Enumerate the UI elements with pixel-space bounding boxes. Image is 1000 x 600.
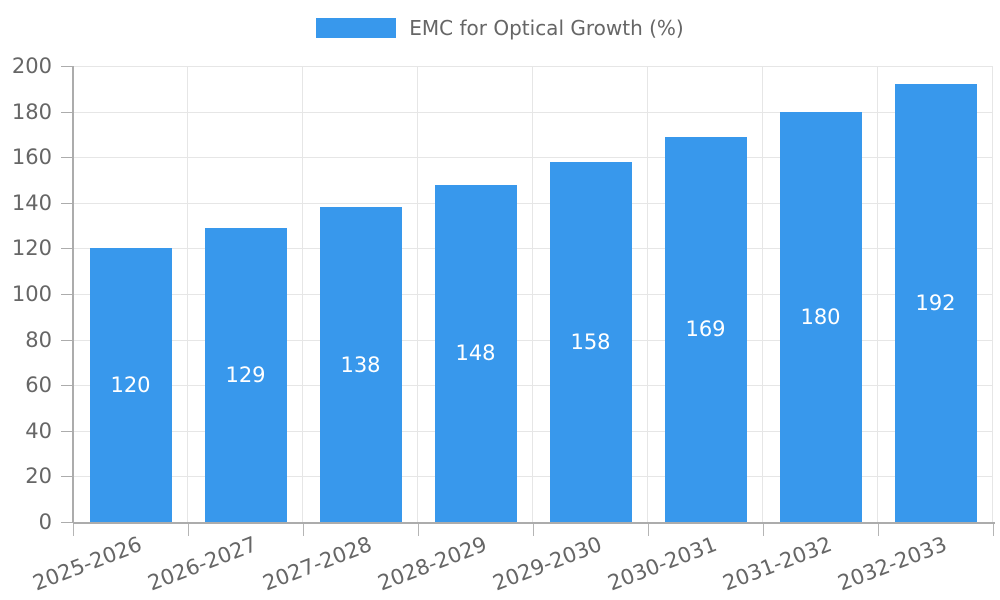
y-axis-label: 120: [11, 236, 52, 261]
gridline-vertical: [302, 66, 303, 522]
bar-value-label: 120: [110, 373, 151, 398]
y-axis-tick: [61, 66, 73, 67]
x-axis-tick: [878, 524, 879, 536]
y-axis-label: 40: [25, 418, 52, 443]
bar: 169: [664, 136, 747, 522]
y-axis-tick: [61, 339, 73, 341]
plot-area: 120 129 138 148 158 169 180 192: [73, 66, 993, 522]
bar: 158: [549, 161, 632, 522]
bar-value-label: 138: [340, 352, 381, 377]
y-axis-label: 20: [25, 464, 52, 489]
y-axis-tick: [61, 385, 73, 387]
x-axis-tick: [993, 524, 994, 536]
gridline-horizontal: [73, 339, 993, 341]
gridline-horizontal: [73, 157, 993, 159]
y-axis-label: 0: [38, 510, 52, 534]
y-axis-label: 140: [11, 190, 52, 215]
bar-value-label: 129: [225, 362, 266, 387]
gridline-horizontal: [73, 476, 993, 478]
gridline-horizontal: [73, 66, 993, 67]
x-axis-label: 2026-2027: [144, 532, 261, 596]
gridline-horizontal: [73, 430, 993, 432]
bar-value-label: 192: [915, 291, 956, 316]
y-axis-line: [72, 66, 74, 522]
y-axis-label: 80: [25, 327, 52, 352]
gridline-horizontal: [73, 111, 993, 113]
bar: 129: [204, 227, 287, 522]
bar: 192: [894, 84, 977, 522]
y-axis-tick: [61, 157, 73, 159]
gridline-horizontal: [73, 202, 993, 204]
gridline-horizontal: [73, 385, 993, 387]
y-axis-tick: [61, 111, 73, 113]
bar: 120: [89, 248, 172, 522]
y-axis-tick: [61, 522, 73, 523]
legend-label: EMC for Optical Growth (%): [409, 16, 684, 40]
x-axis-label: 2032-2033: [834, 532, 951, 596]
x-axis-line: [73, 522, 995, 524]
x-axis-tick: [418, 524, 419, 536]
x-axis-tick: [763, 524, 764, 536]
bar-value-label: 169: [685, 317, 726, 342]
gridline-vertical: [417, 66, 418, 522]
gridline-horizontal: [73, 248, 993, 250]
bar: 148: [434, 184, 517, 522]
y-axis-label: 180: [11, 99, 52, 124]
x-axis-tick: [303, 524, 304, 536]
legend-swatch-icon: [316, 18, 397, 38]
y-axis-label: 60: [25, 373, 52, 398]
bar: 138: [319, 207, 402, 522]
y-axis-tick: [61, 248, 73, 250]
x-axis-tick: [533, 524, 534, 536]
y-axis-tick: [61, 294, 73, 295]
x-axis-label: 2028-2029: [374, 532, 491, 596]
bar-value-label: 158: [570, 329, 611, 354]
bar-value-label: 148: [455, 341, 496, 366]
gridline-horizontal: [73, 294, 993, 295]
y-axis-label: 200: [11, 54, 52, 78]
x-axis-label: 2027-2028: [259, 532, 376, 596]
x-axis-label: 2029-2030: [489, 532, 606, 596]
y-axis-tick: [61, 202, 73, 204]
y-axis-tick: [61, 430, 73, 432]
x-axis-label: 2031-2032: [719, 532, 836, 596]
x-axis-tick: [73, 524, 74, 536]
gridline-vertical: [877, 66, 878, 522]
gridline-vertical: [532, 66, 533, 522]
x-axis-label: 2030-2031: [604, 532, 721, 596]
y-axis-tick: [61, 476, 73, 478]
x-axis-tick: [648, 524, 649, 536]
gridline-vertical: [187, 66, 188, 522]
gridline-vertical: [647, 66, 648, 522]
bar: 180: [779, 111, 862, 522]
y-axis-label: 160: [11, 145, 52, 170]
gridline-vertical: [762, 66, 763, 522]
gridline-vertical: [992, 66, 993, 522]
chart-legend[interactable]: EMC for Optical Growth (%): [0, 16, 1000, 40]
bar-value-label: 180: [800, 304, 841, 329]
x-axis-tick: [188, 524, 189, 536]
y-axis-label: 100: [11, 282, 52, 306]
x-axis-label: 2025-2026: [29, 532, 146, 596]
